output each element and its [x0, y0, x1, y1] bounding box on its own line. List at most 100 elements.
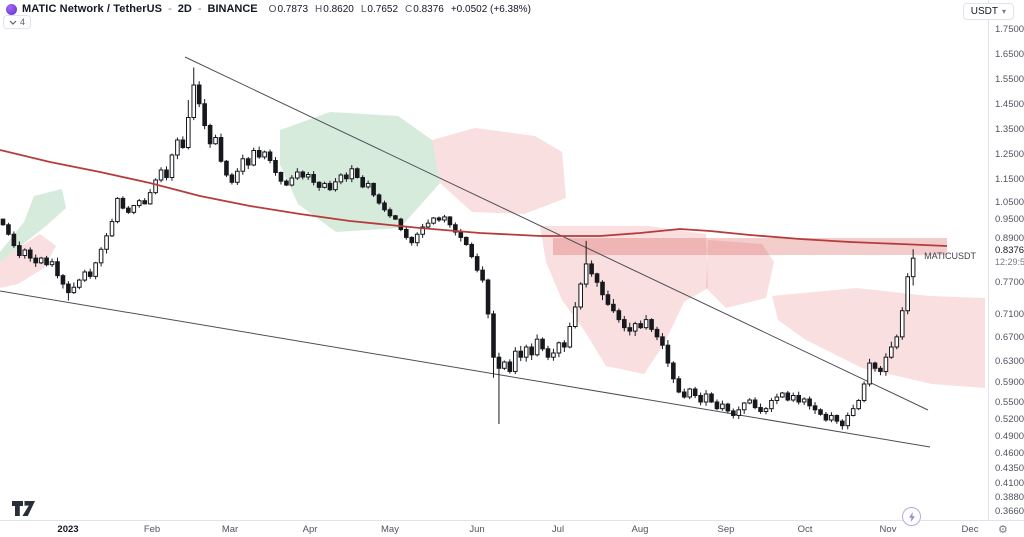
indicator-count: 4	[20, 17, 26, 27]
candle-up	[98, 248, 104, 264]
ichimoku-cloud-pink	[772, 288, 985, 388]
candle-up	[687, 388, 693, 398]
candle-up	[703, 393, 709, 403]
candle-up	[523, 346, 529, 358]
candle-down	[458, 231, 464, 238]
currency-unit-label: USDT	[970, 6, 998, 17]
candle-up	[850, 408, 856, 416]
candle-up	[425, 222, 431, 228]
candle-down	[398, 218, 404, 230]
candle-down	[11, 233, 17, 247]
candle-down	[714, 401, 720, 410]
candle-down	[681, 391, 687, 398]
indicators-collapse-chip[interactable]: 4	[3, 15, 32, 29]
symbol-legend[interactable]: MATIC Network / TetherUS - 2D - BINANCE …	[6, 3, 531, 15]
candle-up	[801, 398, 807, 403]
candle-down	[485, 279, 491, 315]
candle-up	[153, 179, 158, 194]
price-tick: 0.6300	[995, 356, 1024, 367]
chart-canvas[interactable]: MATICUSDT	[0, 0, 988, 526]
candle-up	[829, 414, 834, 421]
candle-down	[660, 336, 665, 346]
candle-down	[589, 263, 594, 275]
candle-down	[376, 194, 382, 204]
ohlc-values: O0.7873 H0.8620 L0.7652 C0.8376 +0.0502 …	[269, 4, 531, 15]
candle-down	[823, 413, 829, 421]
candle-up	[93, 262, 98, 277]
candle-up	[883, 356, 889, 372]
candle-up	[175, 139, 180, 156]
currency-unit-dropdown[interactable]: USDT ▾	[962, 3, 1014, 20]
candle-down	[709, 393, 714, 403]
candle-up	[240, 158, 246, 172]
symbol-title[interactable]: MATIC Network / TetherUS	[22, 3, 163, 15]
candle-down	[480, 269, 485, 281]
candle-down	[562, 342, 567, 348]
tradingview-logo-icon	[12, 501, 35, 516]
trendline-1	[184, 56, 929, 411]
candle-down	[594, 273, 600, 283]
candle-down	[496, 356, 502, 369]
candle-up	[861, 383, 867, 401]
candle-down	[665, 344, 671, 364]
tradingview-logo[interactable]	[12, 500, 36, 522]
candle-up	[158, 169, 164, 181]
candle-down	[812, 405, 818, 411]
candle-down	[245, 158, 251, 166]
candle-down	[60, 275, 66, 285]
candle-up	[534, 338, 540, 356]
price-tick: 0.7100	[995, 309, 1024, 320]
price-tick: 1.1500	[995, 174, 1024, 185]
symbol-logo-icon	[6, 3, 17, 15]
candle-up	[889, 346, 894, 358]
ichimoku-cloud-green	[280, 112, 440, 232]
candle-down	[284, 180, 289, 186]
candle-down	[676, 378, 682, 393]
price-tick: 0.7700	[995, 277, 1024, 288]
candle-up	[845, 414, 851, 427]
candle-up	[741, 402, 747, 411]
candle-up	[191, 84, 197, 118]
time-tick: Dec	[961, 524, 979, 535]
price-tick: 0.3880	[995, 492, 1024, 503]
candle-down	[87, 271, 93, 277]
candle-down	[545, 348, 551, 358]
time-axis[interactable]: ⚙ 2023 Feb Mar Apr May Jun Jul Aug Sep Oct Nov Dec	[0, 520, 1024, 537]
candle-up	[235, 170, 240, 183]
candle-down	[360, 177, 365, 188]
legend-separator: -	[168, 3, 172, 15]
time-tick: Jun	[469, 524, 485, 535]
candle-up	[769, 400, 774, 410]
candle-down	[27, 249, 33, 259]
candle-up	[131, 205, 137, 213]
lightning-badge[interactable]	[902, 507, 921, 526]
ichimoku-cloud-pink	[0, 234, 56, 288]
time-tick: Aug	[631, 524, 649, 535]
candle-down	[605, 294, 611, 305]
candle-down	[469, 244, 474, 258]
legend-separator: -	[197, 3, 202, 15]
candle-down	[33, 257, 39, 264]
candle-up	[262, 151, 267, 158]
candle-down	[540, 338, 545, 350]
candle-up	[910, 257, 916, 278]
candle-up	[905, 276, 911, 312]
candle-up	[289, 177, 295, 186]
candle-down	[387, 209, 393, 217]
candle-down	[196, 84, 202, 105]
price-axis[interactable]: 0.8376 12:29:54 1.7500 1.6500 1.5500 1.4500…	[988, 0, 1024, 520]
candle-up	[365, 182, 371, 188]
candle-down	[278, 172, 284, 182]
candle-down	[796, 395, 802, 403]
exchange-label[interactable]: BINANCE	[207, 3, 258, 15]
candle-up	[763, 408, 769, 412]
ichimoku-cloud-pink	[432, 128, 566, 214]
interval-label[interactable]: 2D	[177, 3, 192, 15]
time-tick: 2023	[57, 524, 79, 535]
candle-down	[649, 319, 654, 330]
candle-down	[371, 182, 376, 196]
candle-down	[207, 125, 213, 145]
chevron-down-icon	[9, 20, 17, 25]
candle-up	[251, 150, 256, 166]
timezone-settings-gear-icon[interactable]: ⚙	[998, 524, 1008, 536]
